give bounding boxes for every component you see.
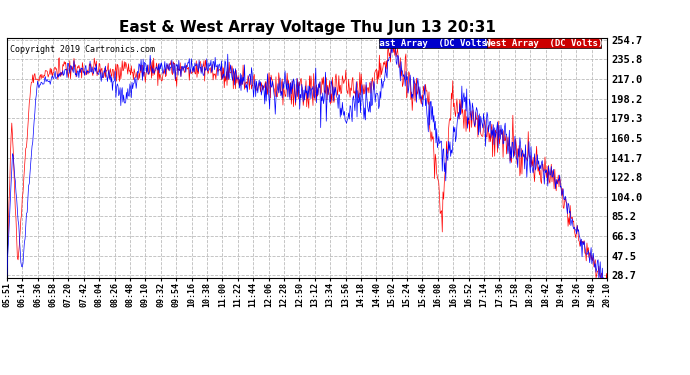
FancyBboxPatch shape	[379, 38, 487, 48]
Text: Copyright 2019 Cartronics.com: Copyright 2019 Cartronics.com	[10, 45, 155, 54]
FancyBboxPatch shape	[487, 38, 601, 48]
Text: West Array  (DC Volts): West Array (DC Volts)	[485, 39, 603, 48]
Title: East & West Array Voltage Thu Jun 13 20:31: East & West Array Voltage Thu Jun 13 20:…	[119, 20, 495, 35]
Text: East Array  (DC Volts): East Array (DC Volts)	[374, 39, 492, 48]
